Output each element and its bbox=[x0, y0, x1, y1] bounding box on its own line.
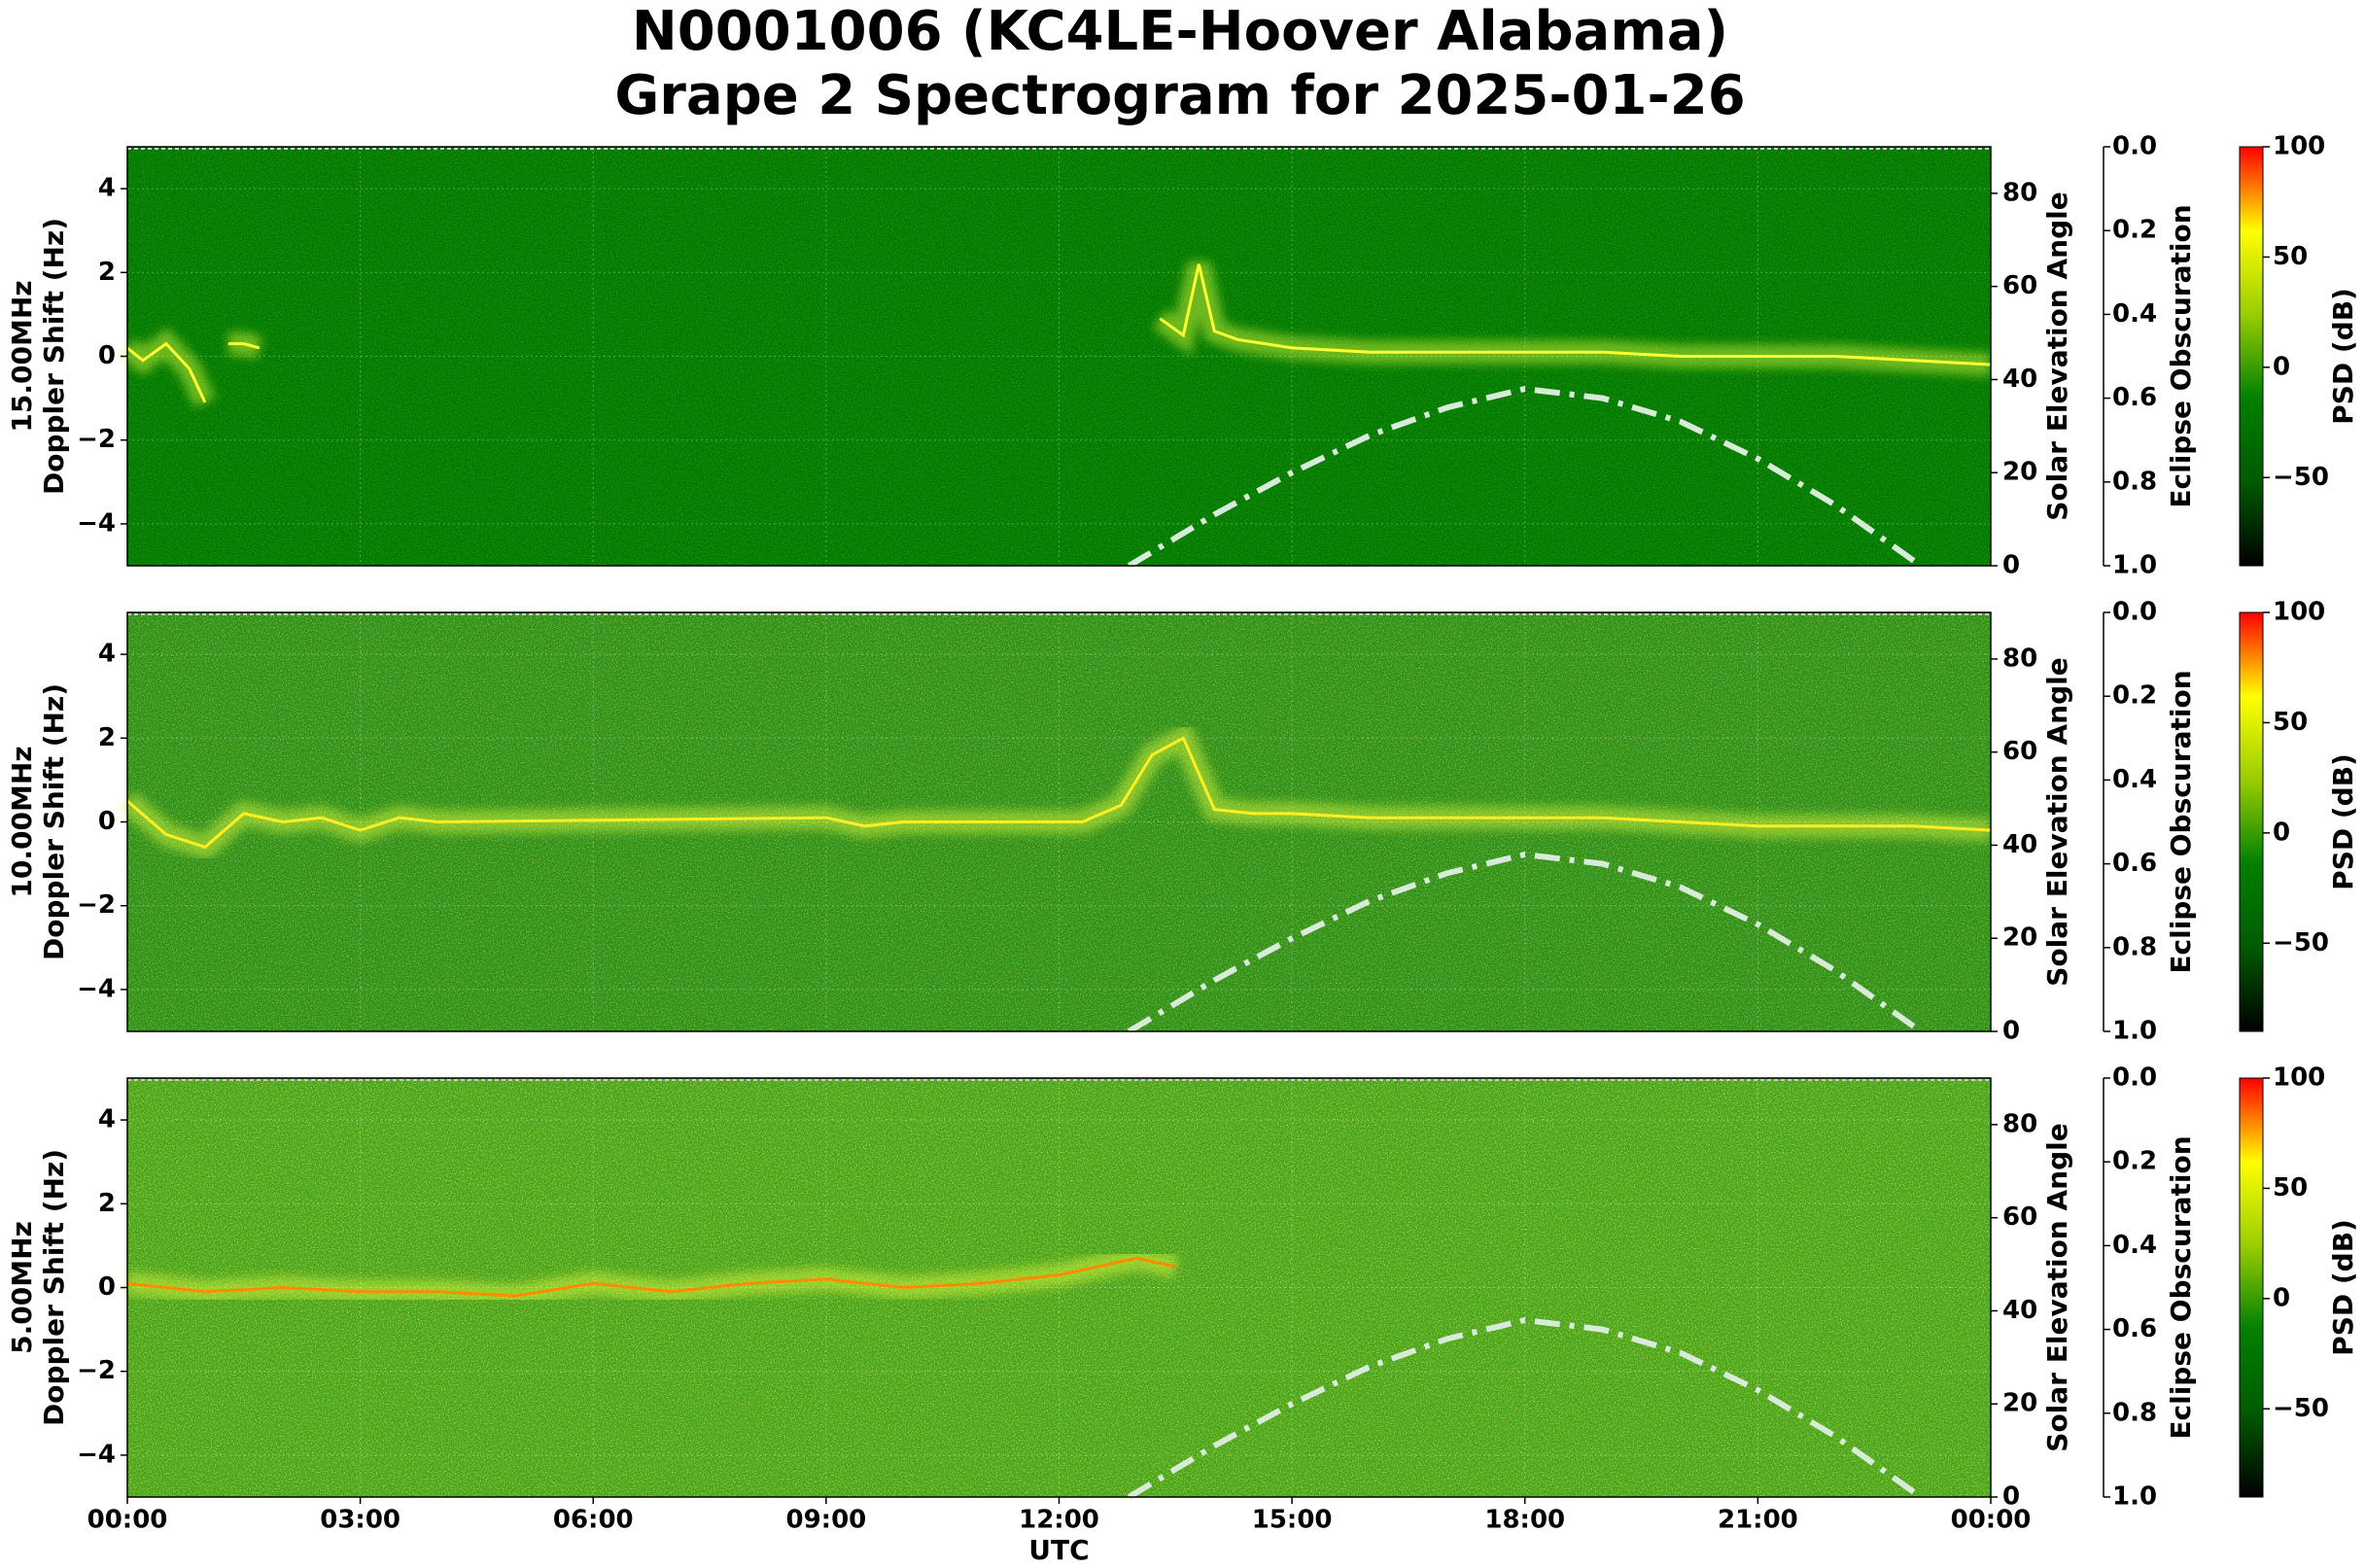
solar-elevation-line bbox=[1127, 1316, 1923, 1500]
y-axis-label: Doppler Shift (Hz) bbox=[38, 683, 70, 960]
y-axis-label: 15.00MHz bbox=[6, 280, 38, 432]
x-tick-label: 18:00 bbox=[1484, 1506, 1565, 1535]
y2-tick-label: 0 bbox=[2002, 551, 2020, 580]
y3-tick-label: 0.2 bbox=[2112, 681, 2157, 711]
doppler-trace bbox=[126, 736, 1992, 850]
y3-tick-label: 0.8 bbox=[2112, 1398, 2157, 1427]
x-tick-label: 00:00 bbox=[1951, 1506, 2032, 1535]
y3-tick-label: 0.6 bbox=[2112, 849, 2157, 878]
y-tick-label: 2 bbox=[98, 723, 116, 752]
colorbar-tick-label: 50 bbox=[2273, 1173, 2308, 1202]
y-tick-label: 4 bbox=[98, 1105, 116, 1134]
y3-tick-label: 0.2 bbox=[2112, 216, 2157, 245]
colorbar bbox=[2239, 1077, 2264, 1498]
y3-tick-label: 0.4 bbox=[2112, 765, 2157, 794]
y2-tick-label: 0 bbox=[2002, 1482, 2020, 1512]
y-tick-label: 2 bbox=[98, 258, 116, 287]
colorbar-tick-label: 50 bbox=[2273, 708, 2308, 737]
y-tick-label: 0 bbox=[98, 341, 116, 370]
colorbar-tick-label: 100 bbox=[2273, 1063, 2325, 1093]
x-tick-label: 03:00 bbox=[320, 1506, 400, 1535]
y-axis-label: Doppler Shift (Hz) bbox=[38, 218, 70, 495]
y3-axis-label: Eclipse Obscuration bbox=[2165, 204, 2197, 507]
colorbar-tick-label: −50 bbox=[2273, 1394, 2329, 1423]
y2-tick-label: 80 bbox=[2002, 1109, 2037, 1138]
y3-tick-label: 0.0 bbox=[2112, 132, 2157, 161]
y2-axis-label: Solar Elevation Angle bbox=[2041, 1123, 2073, 1451]
y3-tick-label: 1.0 bbox=[2112, 1017, 2157, 1046]
y3-tick-label: 0.8 bbox=[2112, 932, 2157, 961]
x-tick-label: 09:00 bbox=[785, 1506, 866, 1535]
colorbar-label: PSD (dB) bbox=[2327, 288, 2359, 425]
y3-tick-label: 0.2 bbox=[2112, 1147, 2157, 1176]
y2-tick-label: 40 bbox=[2002, 1296, 2037, 1325]
y-tick-label: −2 bbox=[77, 425, 116, 454]
x-axis-label: UTC bbox=[1028, 1534, 1089, 1566]
y2-axis-label: Solar Elevation Angle bbox=[2041, 657, 2073, 986]
y2-tick-label: 80 bbox=[2002, 644, 2037, 673]
y-tick-label: 2 bbox=[98, 1189, 116, 1218]
x-tick-label: 06:00 bbox=[553, 1506, 634, 1535]
colorbar-label: PSD (dB) bbox=[2327, 1219, 2359, 1356]
y3-tick-label: 0.8 bbox=[2112, 467, 2157, 496]
chart-subtitle: Grape 2 Spectrogram for 2025-01-26 bbox=[614, 64, 1745, 127]
y3-tick-label: 0.4 bbox=[2112, 1231, 2157, 1260]
y3-tick-label: 0.0 bbox=[2112, 598, 2157, 627]
y2-tick-label: 60 bbox=[2002, 737, 2037, 766]
x-tick-label: 21:00 bbox=[1718, 1506, 1798, 1535]
colorbar-tick-label: −50 bbox=[2273, 463, 2329, 492]
solar-elevation-line bbox=[1127, 851, 1923, 1034]
colorbar-tick-label: 50 bbox=[2273, 242, 2308, 271]
y2-axis-label: Solar Elevation Angle bbox=[2041, 192, 2073, 520]
solar-elevation-line bbox=[1127, 385, 1923, 569]
y-tick-label: 0 bbox=[98, 1272, 116, 1302]
y3-tick-label: 0.4 bbox=[2112, 299, 2157, 329]
y-tick-label: −4 bbox=[77, 974, 116, 1003]
y-axis-label: 5.00MHz bbox=[6, 1221, 38, 1354]
y-tick-label: −2 bbox=[77, 1356, 116, 1385]
y-tick-label: −4 bbox=[77, 508, 116, 538]
y-tick-label: 4 bbox=[98, 640, 116, 669]
y-tick-label: −2 bbox=[77, 890, 116, 920]
y2-tick-label: 60 bbox=[2002, 1202, 2037, 1232]
y-tick-label: 0 bbox=[98, 807, 116, 836]
colorbar-label: PSD (dB) bbox=[2327, 753, 2359, 890]
colorbar bbox=[2239, 146, 2264, 567]
x-tick-label: 12:00 bbox=[1019, 1506, 1099, 1535]
y-tick-label: −4 bbox=[77, 1440, 116, 1469]
colorbar-tick-label: 0 bbox=[2273, 818, 2290, 847]
colorbar bbox=[2239, 611, 2264, 1032]
y3-tick-label: 0.6 bbox=[2112, 1314, 2157, 1343]
y3-axis-label: Eclipse Obscuration bbox=[2165, 1135, 2197, 1439]
x-tick-label: 15:00 bbox=[1252, 1506, 1333, 1535]
y3-tick-label: 1.0 bbox=[2112, 1482, 2157, 1512]
y2-tick-label: 20 bbox=[2002, 923, 2037, 953]
doppler-trace bbox=[126, 263, 1992, 403]
y2-tick-label: 60 bbox=[2002, 271, 2037, 300]
chart-title: N0001006 (KC4LE-Hoover Alabama) bbox=[632, 0, 1728, 63]
colorbar-tick-label: 100 bbox=[2273, 598, 2325, 627]
y2-tick-label: 20 bbox=[2002, 458, 2037, 487]
y3-tick-label: 1.0 bbox=[2112, 551, 2157, 580]
x-tick-label: 00:00 bbox=[87, 1506, 168, 1535]
y2-tick-label: 40 bbox=[2002, 830, 2037, 859]
y2-tick-label: 40 bbox=[2002, 365, 2037, 394]
y2-tick-label: 0 bbox=[2002, 1017, 2020, 1046]
y-axis-label: 10.00MHz bbox=[6, 746, 38, 897]
doppler-trace bbox=[126, 1256, 1176, 1298]
y3-tick-label: 0.6 bbox=[2112, 383, 2157, 412]
colorbar-tick-label: 100 bbox=[2273, 132, 2325, 161]
y2-tick-label: 20 bbox=[2002, 1389, 2037, 1418]
colorbar-tick-label: 0 bbox=[2273, 352, 2290, 381]
y-tick-label: 4 bbox=[98, 174, 116, 203]
y3-axis-label: Eclipse Obscuration bbox=[2165, 670, 2197, 973]
y3-tick-label: 0.0 bbox=[2112, 1063, 2157, 1093]
y2-tick-label: 80 bbox=[2002, 178, 2037, 207]
colorbar-tick-label: 0 bbox=[2273, 1283, 2290, 1312]
y-axis-label: Doppler Shift (Hz) bbox=[38, 1149, 70, 1426]
colorbar-tick-label: −50 bbox=[2273, 928, 2329, 958]
